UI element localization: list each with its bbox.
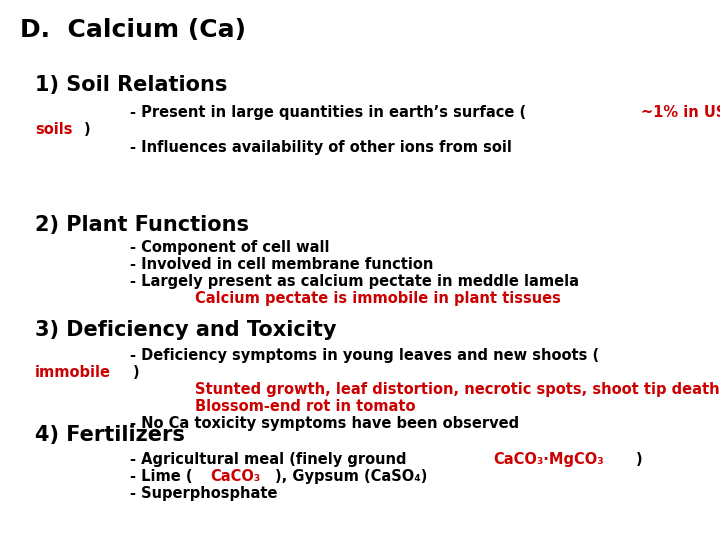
- Text: 4) Fertilizers: 4) Fertilizers: [35, 425, 185, 445]
- Text: D.  Calcium (Ca): D. Calcium (Ca): [20, 18, 246, 42]
- Text: ~1% in US top: ~1% in US top: [641, 105, 720, 120]
- Text: 2) Plant Functions: 2) Plant Functions: [35, 215, 249, 235]
- Text: - Deficiency symptoms in young leaves and new shoots (: - Deficiency symptoms in young leaves an…: [130, 348, 599, 363]
- Text: - Largely present as calcium pectate in meddle lamela: - Largely present as calcium pectate in …: [130, 274, 579, 289]
- Text: - Lime (: - Lime (: [130, 469, 192, 484]
- Text: - Agricultural meal (finely ground: - Agricultural meal (finely ground: [130, 452, 412, 467]
- Text: Stunted growth, leaf distortion, necrotic spots, shoot tip death: Stunted growth, leaf distortion, necroti…: [195, 382, 719, 397]
- Text: ): ): [84, 122, 90, 137]
- Text: Blossom-end rot in tomato: Blossom-end rot in tomato: [195, 399, 415, 414]
- Text: 3) Deficiency and Toxicity: 3) Deficiency and Toxicity: [35, 320, 336, 340]
- Text: soils: soils: [35, 122, 73, 137]
- Text: ): ): [636, 452, 643, 467]
- Text: immobile: immobile: [35, 365, 111, 380]
- Text: - Involved in cell membrane function: - Involved in cell membrane function: [130, 257, 433, 272]
- Text: - No Ca toxicity symptoms have been observed: - No Ca toxicity symptoms have been obse…: [130, 416, 519, 431]
- Text: - Present in large quantities in earth’s surface (: - Present in large quantities in earth’s…: [130, 105, 526, 120]
- Text: Calcium pectate is immobile in plant tissues: Calcium pectate is immobile in plant tis…: [195, 291, 561, 306]
- Text: CaCO₃: CaCO₃: [211, 469, 261, 484]
- Text: ): ): [133, 365, 140, 380]
- Text: - Component of cell wall: - Component of cell wall: [130, 240, 330, 255]
- Text: 1) Soil Relations: 1) Soil Relations: [35, 75, 228, 95]
- Text: - Superphosphate: - Superphosphate: [130, 486, 277, 501]
- Text: CaCO₃·MgCO₃: CaCO₃·MgCO₃: [493, 452, 604, 467]
- Text: ), Gypsum (CaSO₄): ), Gypsum (CaSO₄): [276, 469, 428, 484]
- Text: - Influences availability of other ions from soil: - Influences availability of other ions …: [130, 140, 512, 155]
